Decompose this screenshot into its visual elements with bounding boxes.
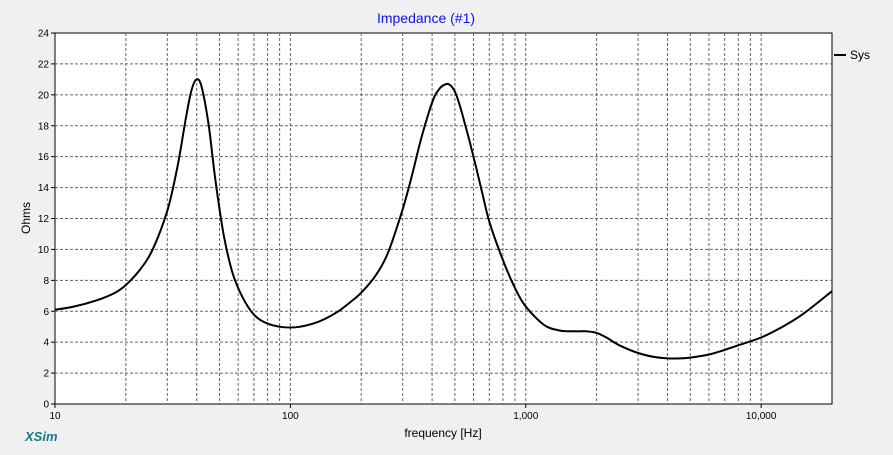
y-tick-label: 0 (43, 400, 49, 411)
y-tick-label: 8 (43, 276, 49, 287)
legend-label-sys: Sys (850, 48, 870, 62)
y-tick-label: 4 (43, 338, 49, 349)
x-tick-label: 10 (49, 411, 61, 422)
y-tick-label: 6 (43, 307, 49, 318)
impedance-curve-sys (54, 78, 833, 360)
x-tick-label: 100 (282, 411, 299, 422)
y-tick-label: 20 (38, 90, 50, 101)
y-tick-label: 24 (38, 29, 50, 40)
xsim-logo: XSim (24, 429, 58, 444)
chart-title: Impedance (#1) (377, 10, 475, 26)
y-tick-label: 22 (38, 59, 50, 70)
legend: Sys (834, 48, 870, 62)
x-tick-label: 10,000 (746, 411, 777, 422)
y-tick-label: 16 (38, 152, 50, 163)
y-axis-label: Ohms (19, 202, 33, 234)
x-tick-label: 1,000 (513, 411, 538, 422)
y-tick-label: 2 (43, 369, 49, 380)
y-tick-label: 18 (38, 121, 50, 132)
y-tick-label: 12 (38, 214, 50, 225)
y-tick-label: 10 (38, 245, 50, 256)
x-axis-label: frequency [Hz] (404, 426, 481, 440)
y-tick-label: 14 (38, 183, 50, 194)
